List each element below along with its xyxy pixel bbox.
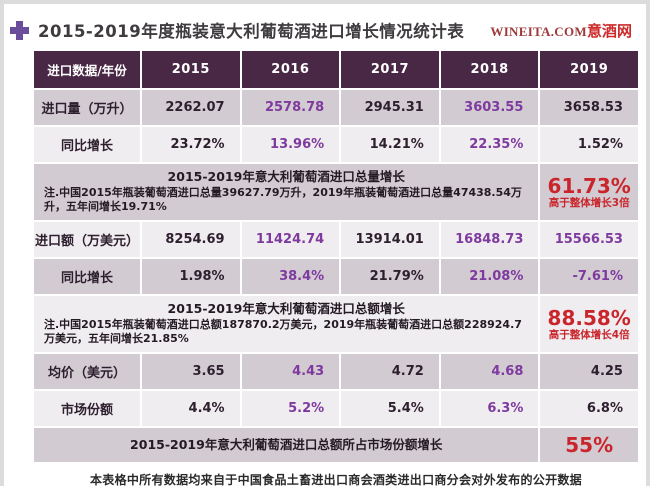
year-header-cell: 2018 bbox=[440, 51, 539, 88]
growth-percent: 61.73% bbox=[547, 173, 631, 198]
value-cell: 2945.31 bbox=[341, 90, 439, 125]
row-label-cell: 进口量（万升） bbox=[34, 90, 140, 125]
year-header-cell: 2015 bbox=[142, 51, 240, 88]
value-cell: 1.98% bbox=[142, 259, 240, 294]
growth-highlight-cell: 55% bbox=[540, 428, 638, 462]
row-label-cell: 均价（美元） bbox=[34, 354, 140, 389]
year-header-cell: 2017 bbox=[341, 51, 439, 88]
growth-caption: 高于整体增长4倍 bbox=[548, 328, 630, 341]
value-cell: 3658.53 bbox=[540, 90, 638, 125]
footer-note: 本表格中所有数据均来自于中国食品土畜进出口商会酒类进出口商分会对外发布的公开数据 bbox=[89, 473, 582, 487]
value-cell: 4.72 bbox=[341, 354, 439, 389]
value-cell: 11424.74 bbox=[241, 222, 340, 257]
note-title: 2015-2019年意大利葡萄酒进口总额增长 bbox=[167, 300, 405, 316]
value-cell: 4.4% bbox=[142, 391, 240, 426]
note-merged-cell: 2015-2019年意大利葡萄酒进口总额增长 注.中国2015年瓶装葡萄酒进口总额… bbox=[34, 296, 539, 352]
value-cell: 5.4% bbox=[341, 391, 439, 426]
growth-highlight-cell: 61.73% 高于整体增长3倍 bbox=[540, 164, 638, 220]
logo-cn-text: 意酒网 bbox=[586, 21, 632, 40]
growth-highlight-cell: 88.58% 高于整体增长4倍 bbox=[540, 296, 638, 352]
table-note-row: 2015-2019年意大利葡萄酒进口总额增长 注.中国2015年瓶装葡萄酒进口总额… bbox=[34, 296, 638, 352]
value-cell: 8254.69 bbox=[142, 222, 240, 257]
value-cell: 23.72% bbox=[142, 127, 240, 162]
table-row: 同比增长 1.98% 38.4% 21.79% 21.08% -7.61% bbox=[34, 259, 638, 294]
table-row: 进口额（万美元） 8254.69 11424.74 13914.01 16848.73 1… bbox=[34, 222, 638, 257]
growth-percent: 55% bbox=[565, 433, 614, 457]
table-note-row: 2015-2019年意大利葡萄酒进口总量增长 注.中国2015年瓶装葡萄酒进口总量… bbox=[34, 164, 638, 220]
row-label-cell: 市场份额 bbox=[34, 391, 140, 426]
growth-percent: 88.58% bbox=[547, 305, 631, 330]
value-cell: 4.43 bbox=[241, 354, 340, 389]
value-cell: 13.96% bbox=[241, 127, 340, 162]
summary-title: 2015-2019年意大利葡萄酒进口总额所占市场份额增长 bbox=[130, 436, 443, 452]
year-header-cell: 2016 bbox=[241, 51, 340, 88]
value-cell: 6.3% bbox=[440, 391, 539, 426]
table-row: 均价（美元） 3.65 4.43 4.72 4.68 4.25 bbox=[34, 354, 638, 389]
note-title: 2015-2019年意大利葡萄酒进口总量增长 bbox=[167, 168, 405, 184]
summary-merged-cell: 2015-2019年意大利葡萄酒进口总额所占市场份额增长 bbox=[34, 428, 539, 462]
page-title: 2015-2019年度瓶装意大利葡萄酒进口增长情况统计表 bbox=[38, 22, 465, 41]
value-cell: 16848.73 bbox=[440, 222, 539, 257]
value-cell: 4.68 bbox=[440, 354, 539, 389]
year-header-cell: 2019 bbox=[540, 51, 638, 88]
table-row: 同比增长 23.72% 13.96% 14.21% 22.35% 1.52% bbox=[34, 127, 638, 162]
stats-table: 进口数据/年份 2015 2016 2017 2018 2019 进口量（万升） 2262.0… bbox=[34, 51, 638, 462]
row-label-cell: 同比增长 bbox=[34, 259, 140, 294]
value-cell: 3.65 bbox=[142, 354, 240, 389]
value-cell: 4.25 bbox=[540, 354, 638, 389]
logo-latin-text: WINEITA.COM bbox=[490, 23, 587, 39]
value-cell: 2578.78 bbox=[241, 90, 340, 125]
row-label-cell: 进口额（万美元） bbox=[34, 222, 140, 257]
value-cell: 21.08% bbox=[440, 259, 539, 294]
growth-caption: 高于整体增长3倍 bbox=[548, 196, 630, 209]
value-cell: 2262.07 bbox=[142, 90, 240, 125]
wineita-logo: WINEITA.COM意酒网 bbox=[490, 20, 636, 41]
value-cell: 3603.55 bbox=[440, 90, 539, 125]
value-cell: 13914.01 bbox=[341, 222, 439, 257]
table-row: 进口量（万升） 2262.07 2578.78 2945.31 3603.55 3658.… bbox=[34, 90, 638, 125]
value-cell: -7.61% bbox=[540, 259, 638, 294]
table-summary-row: 2015-2019年意大利葡萄酒进口总额所占市场份额增长 55% bbox=[34, 428, 638, 462]
table-header-row: 进口数据/年份 2015 2016 2017 2018 2019 bbox=[34, 51, 638, 88]
value-cell: 5.2% bbox=[241, 391, 340, 426]
corner-header-cell: 进口数据/年份 bbox=[34, 51, 140, 88]
value-cell: 1.52% bbox=[540, 127, 638, 162]
note-text: 注.中国2015年瓶装葡萄酒进口总量39627.79万升，2019年瓶装葡萄酒进… bbox=[44, 185, 522, 214]
plus-icon bbox=[10, 20, 29, 40]
value-cell: 38.4% bbox=[241, 259, 340, 294]
value-cell: 22.35% bbox=[440, 127, 539, 162]
value-cell: 21.79% bbox=[341, 259, 439, 294]
title-bar: 2015-2019年度瓶装意大利葡萄酒进口增长情况统计表 WINEITA.COM… bbox=[10, 17, 636, 43]
value-cell: 6.8% bbox=[540, 391, 638, 426]
row-label-cell: 同比增长 bbox=[34, 127, 140, 162]
value-cell: 15566.53 bbox=[540, 222, 638, 257]
note-merged-cell: 2015-2019年意大利葡萄酒进口总量增长 注.中国2015年瓶装葡萄酒进口总量… bbox=[34, 164, 539, 220]
table-row: 市场份额 4.4% 5.2% 5.4% 6.3% 6.8% bbox=[34, 391, 638, 426]
note-text: 注.中国2015年瓶装葡萄酒进口总额187870.2万美元，2019年瓶装葡萄酒… bbox=[44, 317, 522, 346]
value-cell: 14.21% bbox=[341, 127, 439, 162]
